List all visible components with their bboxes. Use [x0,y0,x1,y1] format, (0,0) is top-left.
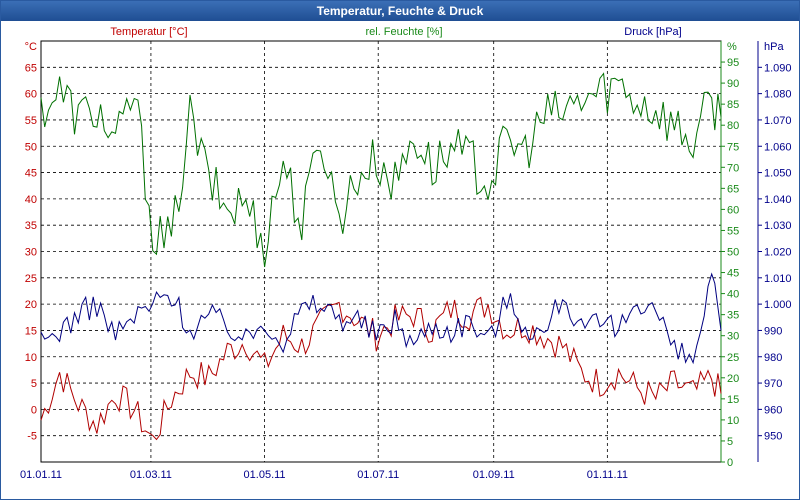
mid-tick-label: 60 [727,204,739,216]
series-line-mid [40,72,722,268]
mid-axis-humidity: 0 5 10 15 20 25 30 35 40 45 50 55 60 65 70 75 80 85 90 95% [720,41,739,469]
left-tick-label: 55 [25,115,37,127]
mid-tick-label: 55 [727,225,739,237]
right-tick-label: 1.010 [764,273,792,285]
right-tick-label: 1.050 [764,168,792,180]
mid-tick-label: 65 [727,183,739,195]
right-tick-label: 960 [764,404,782,416]
right-tick-label: 1.020 [764,247,792,259]
label-pressure: Druck [hPa] [624,26,681,38]
axis-labels: Temperatur [°C] rel. Feuchte [%] Druck [hP… [110,26,681,38]
mid-tick-label: 75 [727,141,739,153]
mid-tick-label: 80 [727,120,739,132]
left-tick-label: 50 [25,141,37,153]
right-tick-label: 950 [764,431,782,443]
right-tick-label: 1.000 [764,299,792,311]
left-axis-unit: °C [25,41,37,53]
left-tick-label: 30 [25,247,37,259]
mid-tick-label: 0 [727,457,733,469]
x-tick-label: 01.03.11 [130,469,172,481]
left-tick-label: 15 [25,325,37,337]
left-tick-label: 65 [25,62,37,74]
mid-tick-label: 85 [727,99,739,111]
left-tick-label: 35 [25,220,37,232]
mid-tick-label: 50 [727,247,739,259]
label-humidity: rel. Feuchte [%] [365,26,442,38]
x-tick-label: 01.07.11 [357,469,399,481]
mid-tick-label: 25 [727,352,739,364]
grid-lines [40,40,722,463]
mid-tick-label: 40 [727,289,739,301]
mid-tick-label: 35 [727,310,739,322]
mid-tick-label: 10 [727,415,739,427]
mid-tick-label: 45 [727,268,739,280]
right-tick-label: 980 [764,352,782,364]
left-tick-label: 25 [25,273,37,285]
x-axis-dates: 01.01.11 01.03.11 01.05.11 01.07.11 01.09.11… [20,469,628,481]
right-tick-label: 990 [764,325,782,337]
series-lines [40,72,722,441]
right-tick-label: 1.060 [764,141,792,153]
mid-tick-label: 70 [727,162,739,174]
left-tick-label: 60 [25,89,37,101]
right-axis-unit: hPa [764,41,784,53]
right-tick-label: 970 [764,378,782,390]
mid-tick-label: 30 [727,331,739,343]
x-tick-label: 01.01.11 [20,469,62,481]
series-line-right [40,272,722,365]
left-tick-label: 40 [25,194,37,206]
left-tick-label: 0 [31,404,37,416]
right-tick-label: 1.040 [764,194,792,206]
mid-tick-label: 5 [727,436,733,448]
mid-tick-label: 20 [727,373,739,385]
label-temperature: Temperatur [°C] [110,26,187,38]
mid-tick-label: 15 [727,394,739,406]
mid-tick-label: 90 [727,78,739,90]
left-tick-label: 5 [31,378,37,390]
right-tick-label: 1.080 [764,89,792,101]
chart-title: Temperatur, Feuchte & Druck [1,1,799,21]
right-tick-label: 1.030 [764,220,792,232]
left-tick-label: -5 [27,431,37,443]
series-line-left [40,296,722,441]
mid-tick-label: 95 [727,57,739,69]
x-tick-label: 01.05.11 [244,469,286,481]
left-tick-label: 20 [25,299,37,311]
left-axis-temperature: -5 0 5 10 15 20 25 30 35 40 45 50 55 60 65 °C [25,41,37,443]
right-tick-label: 1.090 [764,62,792,74]
right-axis-pressure: 950 960 970 980 990 1.000 1.010 1.020 1.030 1.040… [757,41,792,462]
left-tick-label: 10 [25,352,37,364]
x-tick-label: 01.09.11 [473,469,515,481]
right-tick-label: 1.070 [764,115,792,127]
left-tick-label: 45 [25,168,37,180]
x-tick-label: 01.11.11 [587,469,628,481]
mid-axis-unit: % [727,41,737,53]
